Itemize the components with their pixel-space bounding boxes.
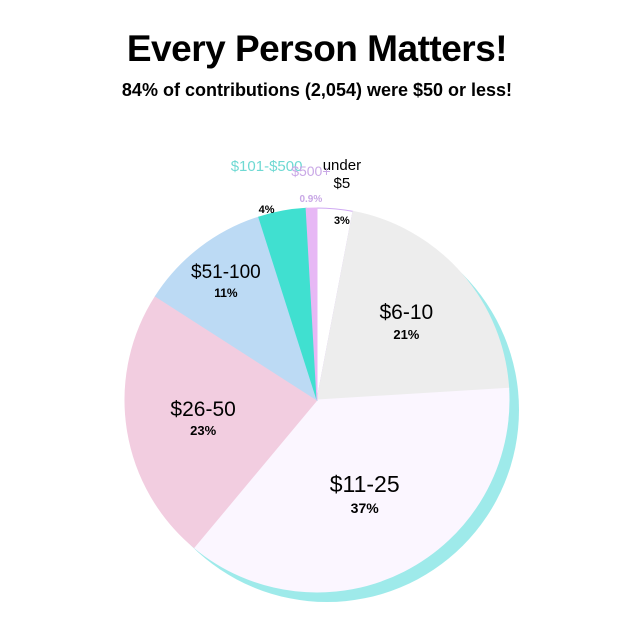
infographic-container: Every Person Matters! 84% of contributio…	[0, 0, 634, 640]
pie-chart: under $53%$6-1021%$11-2537%$26-5023%$51-…	[0, 0, 634, 640]
